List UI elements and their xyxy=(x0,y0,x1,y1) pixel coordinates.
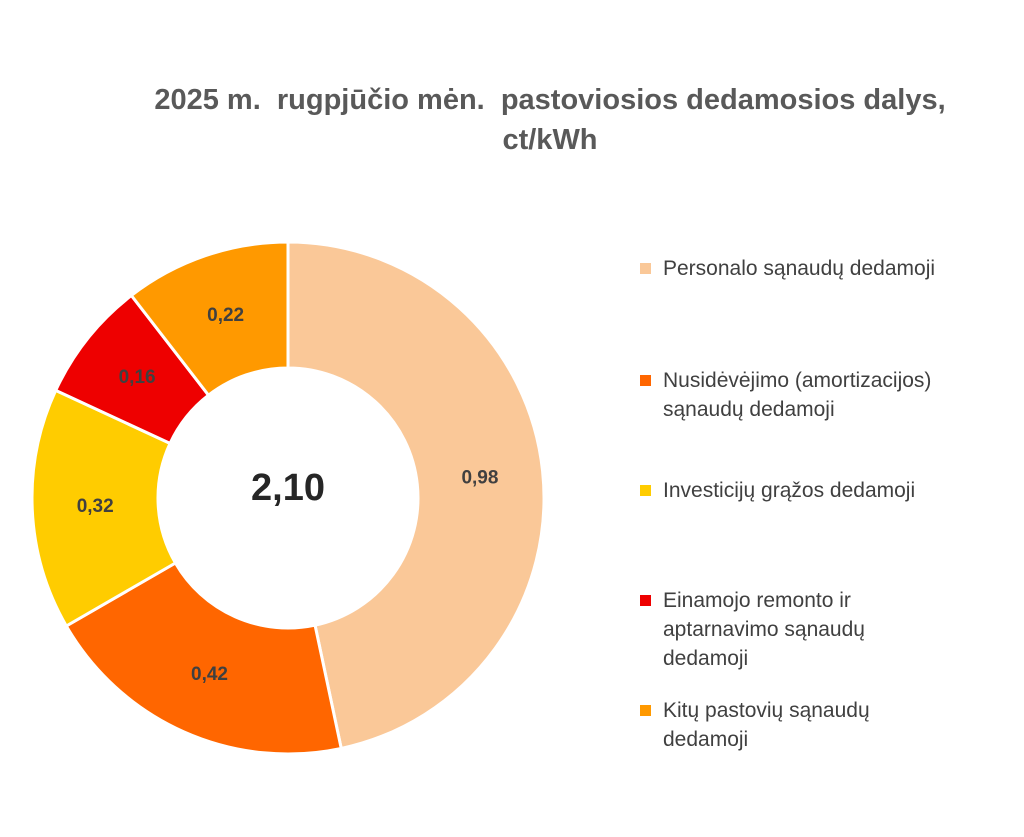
slice-value-label-1: 0,98 xyxy=(461,467,498,488)
legend-label-3: Investicijų grąžos dedamoji xyxy=(663,479,916,502)
legend-item-5: Kitų pastovių sąnaudų dedamoji xyxy=(640,696,983,754)
legend-item-1: Personalo sąnaudų dedamoji xyxy=(640,254,983,283)
legend-item-4: Einamojo remonto ir aptarnavimo sąnaudų … xyxy=(640,586,983,673)
chart-title: 2025 m. rugpjūčio mėn. pastoviosios deda… xyxy=(100,80,1000,160)
slice-value-label-3: 0,32 xyxy=(77,496,114,517)
slice-value-label-5: 0,22 xyxy=(207,305,244,326)
legend-label-4: Einamojo remonto ir aptarnavimo sąnaudų … xyxy=(663,589,865,670)
center-total-label: 2,10 xyxy=(251,467,325,509)
legend-swatch-5 xyxy=(640,705,651,716)
legend-swatch-3 xyxy=(640,485,651,496)
donut-slice-1 xyxy=(286,240,546,751)
legend-label-2: Nusidėvėjimo (amortizacijos) sąnaudų ded… xyxy=(663,369,932,421)
legend-swatch-1 xyxy=(640,263,651,274)
chart-title-line-2: ct/kWh xyxy=(502,124,598,156)
legend-item-3: Investicijų grąžos dedamoji xyxy=(640,476,983,505)
donut-chart: 0,98 0,42 0,32 0,16 0,22 2,10 xyxy=(30,240,546,756)
legend-item-2: Nusidėvėjimo (amortizacijos) sąnaudų ded… xyxy=(640,366,983,424)
slice-value-label-4: 0,16 xyxy=(119,367,156,388)
legend-label-1: Personalo sąnaudų dedamoji xyxy=(663,257,936,280)
legend-label-5: Kitų pastovių sąnaudų dedamoji xyxy=(663,699,870,751)
legend-swatch-4 xyxy=(640,595,651,606)
donut-slice-5 xyxy=(129,240,290,398)
legend-swatch-2 xyxy=(640,375,651,386)
chart-title-line-1: 2025 m. rugpjūčio mėn. pastoviosios deda… xyxy=(154,84,946,116)
legend: Personalo sąnaudų dedamoji Nusidėvėjimo (… xyxy=(640,0,1010,837)
donut-slice-2 xyxy=(64,560,344,756)
donut-slice-3 xyxy=(30,388,178,629)
slice-value-label-2: 0,42 xyxy=(191,664,228,685)
